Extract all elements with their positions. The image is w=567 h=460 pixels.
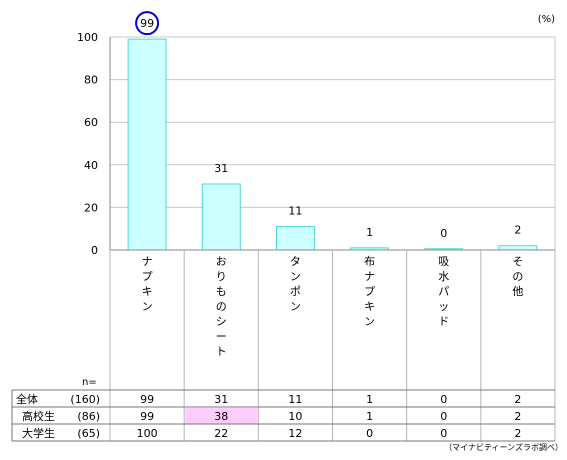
table-cell: 0 — [440, 410, 447, 423]
category-label: おりものシート — [216, 255, 227, 358]
y-tick-label: 0 — [91, 244, 98, 257]
category-label: 布ナプキン — [364, 255, 375, 328]
y-tick-label: 60 — [84, 116, 98, 129]
y-tick-label: 20 — [84, 201, 98, 214]
table-cell: 99 — [140, 410, 154, 423]
y-tick-label: 40 — [84, 159, 98, 172]
highlight-cell — [185, 408, 258, 424]
table-cell: 100 — [137, 427, 158, 440]
bar-value-label: 2 — [514, 224, 521, 237]
category-label: その他 — [512, 255, 523, 298]
table-cell: 2 — [514, 410, 521, 423]
bar-value-label: 0 — [440, 227, 447, 240]
n-label: n= — [82, 377, 97, 388]
table-cell: 2 — [514, 427, 521, 440]
row-n: (160) — [70, 393, 100, 406]
bar-value-label: 99 — [140, 17, 154, 30]
bar-value-label: 11 — [288, 205, 302, 218]
category-label: 吸水パッド — [438, 255, 449, 328]
bar — [127, 38, 167, 251]
table-cell: 99 — [140, 393, 154, 406]
table-cell: 0 — [366, 427, 373, 440]
table-cell: 38 — [214, 410, 228, 423]
table-cell: 11 — [288, 393, 302, 406]
grid-layer — [110, 36, 555, 251]
table-cell: 1 — [366, 393, 373, 406]
category-label: タンポン — [290, 255, 301, 313]
bar — [276, 226, 315, 251]
y-tick-label: 100 — [77, 31, 98, 44]
table-cell: 2 — [514, 393, 521, 406]
unit-label: (%) — [538, 14, 555, 25]
row-label: 大学生 — [22, 426, 55, 440]
row-n: (86) — [77, 410, 100, 423]
table-cell: 22 — [214, 427, 228, 440]
table-cell: 12 — [288, 427, 302, 440]
bar-value-label: 31 — [214, 162, 228, 175]
bar — [201, 183, 241, 251]
row-label: 全体 — [16, 392, 38, 406]
source-note: （マイナビティーンズラボ調べ） — [444, 442, 563, 452]
highlight-circle — [135, 11, 160, 36]
y-tick-label: 80 — [84, 74, 98, 87]
table-cell: 0 — [440, 393, 447, 406]
table-cell: 10 — [288, 410, 302, 423]
bar-value-label: 1 — [366, 226, 373, 239]
table-cell: 31 — [214, 393, 228, 406]
category-label: ナプキン — [142, 255, 153, 313]
table-cell: 0 — [440, 427, 447, 440]
category-labels: ナプキン おりものシート タンポン 布ナプキン 吸水パッド その他 — [142, 255, 524, 358]
bar — [498, 245, 538, 251]
table-cell: 1 — [366, 410, 373, 423]
row-label: 高校生 — [22, 409, 55, 423]
row-n: (65) — [77, 427, 100, 440]
